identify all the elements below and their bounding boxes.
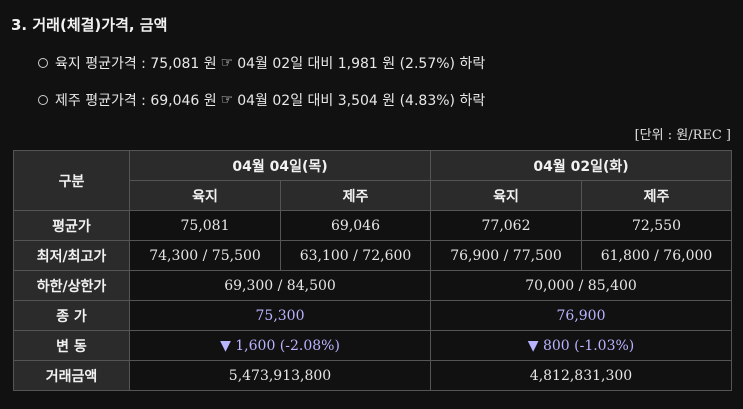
summary-suffix: 04월 02일 대비 3,504 원 (4.83%) 하락 <box>237 93 486 109</box>
unit-note: [단위 : 원/REC ] <box>634 128 731 143</box>
table-cell: 72,550 <box>581 210 732 241</box>
header-category: 구분 <box>13 150 130 211</box>
row-label: 종 가 <box>13 300 130 331</box>
circle-bullet-icon <box>38 95 48 105</box>
row-label: 변 동 <box>13 330 130 361</box>
table-cell: 5,473,913,800 <box>129 360 431 391</box>
table-row: 거래금액 5,473,913,800 4,812,831,300 <box>13 360 732 391</box>
table-cell: 61,800 / 76,000 <box>581 240 732 271</box>
table-subheader-row: 육지 제주 육지 제주 <box>14 180 732 211</box>
subheader-jeju: 제주 <box>280 180 431 211</box>
header-date-1: 04월 04일(목) <box>129 150 431 181</box>
table-cell: 75,081 <box>129 210 281 241</box>
summary-prefix: 육지 평균가격 : 75,081 원 <box>55 56 217 72</box>
subheader-jeju: 제주 <box>581 180 732 211</box>
header-date-2: 04월 02일(화) <box>430 150 732 181</box>
table-cell: 76,900 <box>430 300 732 331</box>
table-cell: 63,100 / 72,600 <box>280 240 431 271</box>
row-label: 하한/상한가 <box>13 270 130 301</box>
table-cell: 74,300 / 75,500 <box>129 240 281 271</box>
section-title: 3. 거래(체결)가격, 금액 <box>11 16 168 34</box>
subheader-land: 육지 <box>430 180 582 211</box>
table-row: 평균가 75,081 69,046 77,062 72,550 <box>13 210 732 241</box>
table-cell: 69,300 / 84,500 <box>129 270 431 301</box>
table-cell: 76,900 / 77,500 <box>430 240 582 271</box>
price-table: 구분 04월 04일(목) 04월 02일(화) 육지 제주 육지 제주 평균가… <box>13 150 732 391</box>
table-cell: ▼ 1,600 (-2.08%) <box>129 330 431 361</box>
summary-prefix: 제주 평균가격 : 69,046 원 <box>55 93 217 109</box>
table-cell: 70,000 / 85,400 <box>430 270 732 301</box>
table-row: 하한/상한가 69,300 / 84,500 70,000 / 85,400 <box>13 270 732 301</box>
table-row: 변 동 ▼ 1,600 (-2.08%) ▼ 800 (-1.03%) <box>13 330 732 361</box>
pointing-hand-icon: ☞ <box>220 92 234 108</box>
row-label: 최저/최고가 <box>13 240 130 271</box>
row-label: 거래금액 <box>13 360 130 391</box>
row-label: 평균가 <box>13 210 130 241</box>
pointing-hand-icon: ☞ <box>220 55 234 71</box>
summary-line-land: 육지 평균가격 : 75,081 원 ☞ 04월 02일 대비 1,981 원 … <box>38 53 485 73</box>
subheader-land: 육지 <box>129 180 281 211</box>
table-cell: 77,062 <box>430 210 582 241</box>
table-cell: 75,300 <box>129 300 431 331</box>
table-header-row: 구분 04월 04일(목) 04월 02일(화) <box>13 150 732 211</box>
circle-bullet-icon <box>38 58 48 68</box>
table-row: 종 가 75,300 76,900 <box>13 300 732 331</box>
table-cell: 4,812,831,300 <box>430 360 732 391</box>
table-cell: ▼ 800 (-1.03%) <box>430 330 732 361</box>
table-row: 최저/최고가 74,300 / 75,500 63,100 / 72,600 7… <box>13 240 732 271</box>
table-cell: 69,046 <box>280 210 431 241</box>
summary-suffix: 04월 02일 대비 1,981 원 (2.57%) 하락 <box>237 56 486 72</box>
summary-line-jeju: 제주 평균가격 : 69,046 원 ☞ 04월 02일 대비 3,504 원 … <box>38 90 485 110</box>
